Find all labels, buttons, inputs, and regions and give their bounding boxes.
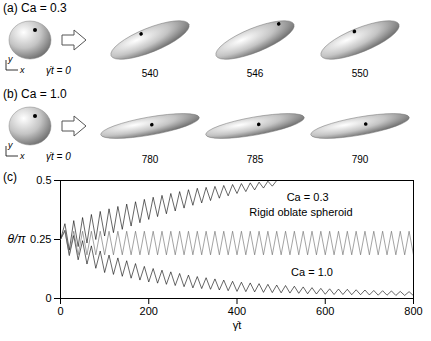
svg-text:546: 546 — [247, 68, 264, 79]
html-text:(c): (c) — [3, 170, 17, 184]
svg-text:y: y — [7, 54, 13, 64]
svg-text:790: 790 — [352, 154, 369, 165]
svg-text:γ̇t: γ̇t — [233, 319, 242, 331]
svg-text:800: 800 — [404, 305, 422, 317]
svg-text:200: 200 — [140, 305, 158, 317]
svg-text:(a) Ca = 0.3: (a) Ca = 0.3 — [3, 1, 67, 15]
svg-text:400: 400 — [228, 305, 246, 317]
svg-text:x: x — [19, 65, 25, 75]
svg-text:785: 785 — [247, 154, 264, 165]
svg-text:(b) Ca = 1.0: (b) Ca = 1.0 — [3, 87, 67, 101]
svg-text:600: 600 — [316, 305, 334, 317]
svg-text:x: x — [19, 151, 25, 161]
svg-text:y: y — [7, 140, 13, 150]
svg-text:Ca = 0.3: Ca = 0.3 — [287, 191, 329, 203]
svg-text:θ/π: θ/π — [8, 232, 27, 246]
svg-text:540: 540 — [142, 68, 159, 79]
svg-text:0.25: 0.25 — [30, 233, 51, 245]
svg-text:0.5: 0.5 — [36, 174, 51, 186]
svg-text:780: 780 — [142, 154, 159, 165]
svg-text:Rigid oblate spheroid: Rigid oblate spheroid — [249, 206, 352, 218]
svg-text:0: 0 — [57, 305, 63, 317]
svg-text:γ̇t = 0: γ̇t = 0 — [46, 65, 71, 76]
svg-text:550: 550 — [352, 68, 369, 79]
svg-text:0: 0 — [45, 292, 51, 304]
svg-text:Ca = 1.0: Ca = 1.0 — [291, 266, 333, 278]
svg-text:γ̇t = 0: γ̇t = 0 — [46, 151, 71, 162]
